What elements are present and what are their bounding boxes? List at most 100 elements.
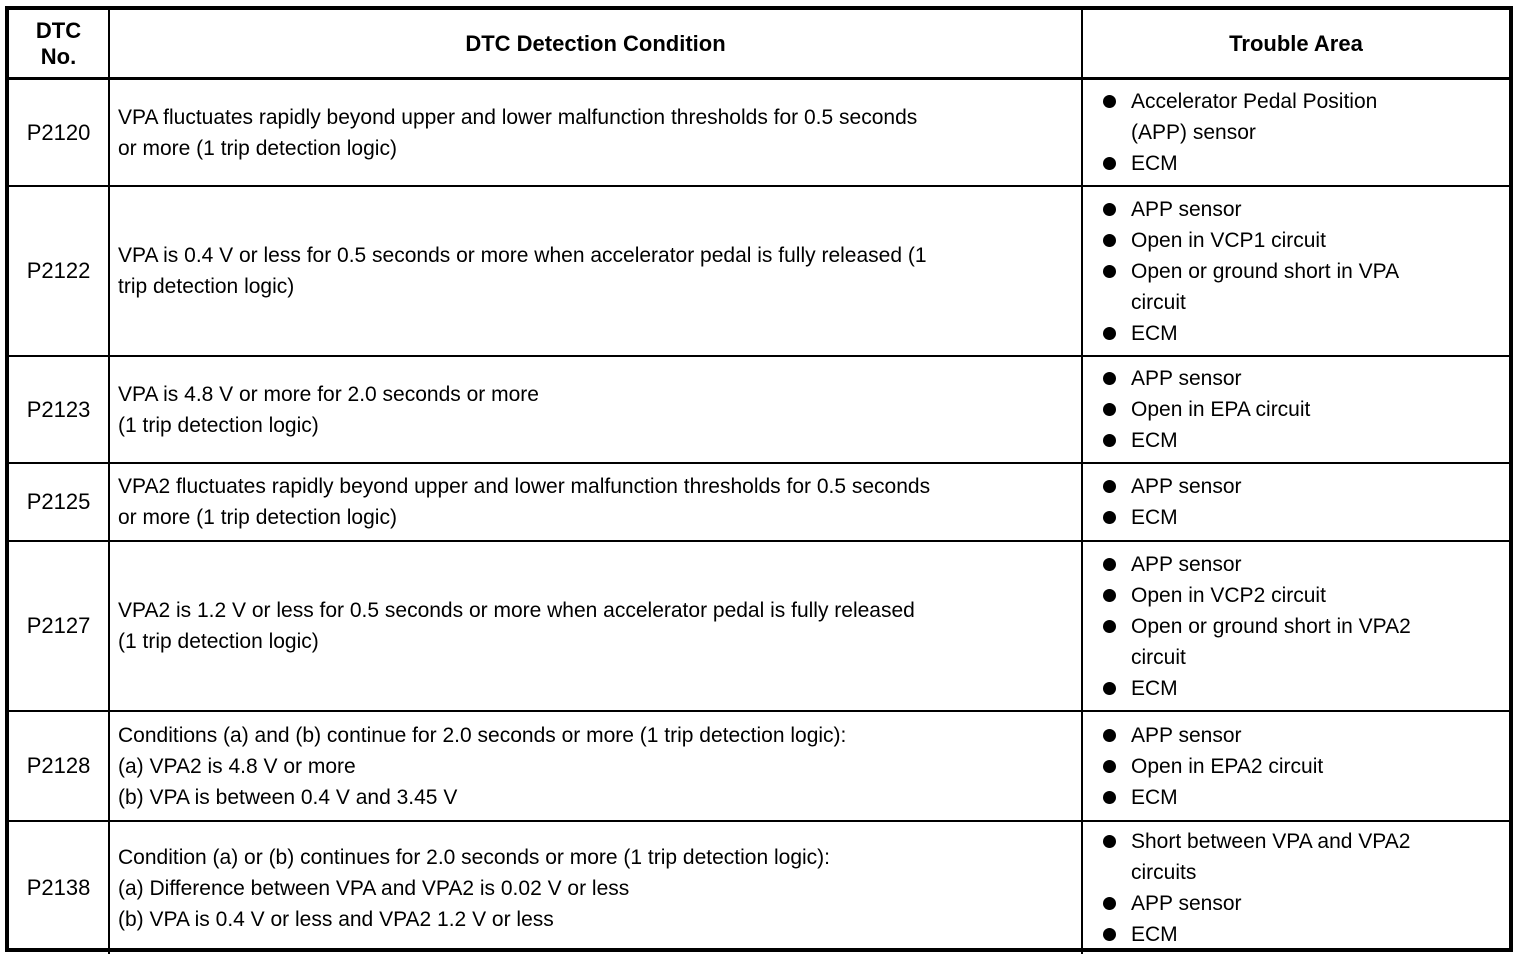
dtc-code: P2128: [26, 753, 91, 778]
bullet-icon: [1103, 557, 1116, 571]
trouble-item-text: APP sensor: [1131, 471, 1242, 502]
bullet-icon: [1103, 233, 1116, 247]
trouble-item: ECM: [1103, 673, 1505, 704]
table-row: P2138 Condition (a) or (b) continues for…: [9, 822, 1509, 954]
trouble-area-cell: APP sensor Open in VCP2 circuit Open or gr…: [1083, 542, 1509, 710]
trouble-line: ECM: [1131, 152, 1178, 175]
trouble-area-cell: APP sensor Open in EPA circuit ECM: [1083, 357, 1509, 462]
trouble-item: ECM: [1103, 148, 1505, 179]
header-dtc-no-line1: DTC: [35, 17, 82, 43]
trouble-area-cell: Accelerator Pedal Position (APP) sensor EC…: [1083, 80, 1509, 185]
trouble-item-text: ECM: [1131, 148, 1178, 179]
detection-condition-cell: VPA2 fluctuates rapidly beyond upper and…: [110, 464, 1083, 540]
bullet-icon: [1103, 759, 1116, 773]
condition-line: or more (1 trip detection logic): [118, 136, 397, 160]
bullet-icon: [1103, 681, 1116, 695]
condition-line: VPA is 0.4 V or less for 0.5 seconds or …: [118, 244, 927, 267]
trouble-line: APP sensor: [1131, 197, 1242, 221]
dtc-table: DTC No. DTC Detection Condition Trouble …: [5, 6, 1513, 954]
detection-condition-cell: VPA2 is 1.2 V or less for 0.5 seconds or…: [110, 542, 1083, 710]
dtc-code-cell: P2123: [9, 357, 110, 462]
trouble-item: APP sensor: [1103, 471, 1505, 502]
trouble-item-text: Open in EPA circuit: [1131, 394, 1310, 425]
detection-condition-cell: Condition (a) or (b) continues for 2.0 s…: [110, 822, 1083, 954]
trouble-line: ECM: [1131, 506, 1178, 529]
trouble-item: ECM: [1103, 782, 1505, 813]
dtc-code: P2122: [26, 258, 91, 283]
trouble-area-cell: APP sensor Open in VCP1 circuit Open or gr…: [1083, 187, 1509, 355]
trouble-line: circuits: [1131, 861, 1197, 884]
dtc-code-cell: P2122: [9, 187, 110, 355]
condition-line: Conditions (a) and (b) continue for 2.0 …: [118, 723, 847, 747]
condition-line: VPA2 is 1.2 V or less for 0.5 seconds or…: [118, 599, 915, 622]
trouble-item-text: Open or ground short in VPA2 circuit: [1131, 611, 1411, 673]
dtc-code-cell: P2128: [9, 712, 110, 820]
bullet-icon: [1103, 897, 1116, 910]
dtc-code: P2138: [26, 875, 91, 900]
detection-condition-cell: Conditions (a) and (b) continue for 2.0 …: [110, 712, 1083, 820]
condition-line: (b) VPA is 0.4 V or less and VPA2 1.2 V …: [118, 907, 554, 931]
bullet-icon: [1103, 480, 1116, 493]
header-trouble-area: Trouble Area: [1083, 10, 1509, 77]
trouble-line: APP sensor: [1131, 552, 1242, 576]
detection-condition-cell: VPA is 4.8 V or more for 2.0 seconds or …: [110, 357, 1083, 462]
header-dtc-no: DTC No.: [9, 10, 110, 77]
bullet-icon: [1103, 264, 1116, 278]
trouble-line: APP sensor: [1131, 892, 1242, 915]
trouble-line: APP sensor: [1131, 367, 1242, 390]
bullet-icon: [1103, 157, 1116, 170]
trouble-item: Short between VPA and VPA2 circuits: [1103, 826, 1505, 888]
trouble-line: ECM: [1131, 321, 1178, 345]
header-dtc-no-line2: No.: [40, 43, 77, 69]
bullet-icon: [1103, 619, 1116, 633]
trouble-line: Open in VCP1 circuit: [1131, 228, 1326, 252]
bullet-icon: [1103, 434, 1116, 447]
condition-line: (1 trip detection logic): [118, 630, 319, 653]
table-row: P2123 VPA is 4.8 V or more for 2.0 secon…: [9, 357, 1509, 464]
trouble-item-text: Open in VCP1 circuit: [1131, 225, 1326, 256]
trouble-area-cell: APP sensor Open in EPA2 circuit ECM: [1083, 712, 1509, 820]
trouble-item-text: ECM: [1131, 318, 1178, 349]
dtc-code: P2123: [26, 396, 91, 422]
condition-line: Condition (a) or (b) continues for 2.0 s…: [118, 845, 831, 869]
dtc-code-cell: P2125: [9, 464, 110, 540]
trouble-item-text: Open in VCP2 circuit: [1131, 580, 1326, 611]
trouble-item: APP sensor: [1103, 720, 1505, 751]
trouble-line: Open in EPA circuit: [1131, 398, 1311, 421]
trouble-item-text: ECM: [1131, 782, 1178, 813]
trouble-line: (APP) sensor: [1131, 121, 1256, 144]
trouble-line: circuit: [1131, 290, 1186, 314]
table-header-row: DTC No. DTC Detection Condition Trouble …: [9, 10, 1509, 80]
trouble-item-text: APP sensor: [1131, 888, 1242, 919]
trouble-line: Open in VCP2 circuit: [1131, 583, 1326, 607]
trouble-item: Open or ground short in VPA2 circuit: [1103, 611, 1505, 673]
detection-condition-cell: VPA is 0.4 V or less for 0.5 seconds or …: [110, 187, 1083, 355]
header-detection-condition: DTC Detection Condition: [110, 10, 1083, 77]
condition-line: trip detection logic): [118, 275, 295, 298]
trouble-item: Open in VCP2 circuit: [1103, 580, 1505, 611]
trouble-item: ECM: [1103, 425, 1505, 456]
condition-line: VPA is 4.8 V or more for 2.0 seconds or …: [118, 382, 539, 406]
condition-line: (a) Difference between VPA and VPA2 is 0…: [118, 876, 630, 900]
header-trouble-area-label: Trouble Area: [1229, 30, 1363, 56]
trouble-item: Open in EPA circuit: [1103, 394, 1505, 425]
trouble-item-text: APP sensor: [1131, 549, 1242, 580]
detection-condition-cell: VPA fluctuates rapidly beyond upper and …: [110, 80, 1083, 185]
trouble-item: Open or ground short in VPA circuit: [1103, 256, 1505, 318]
trouble-area-cell: Short between VPA and VPA2 circuits APP se…: [1083, 822, 1509, 954]
trouble-line: APP sensor: [1131, 723, 1242, 747]
trouble-item: APP sensor: [1103, 549, 1505, 580]
trouble-item: APP sensor: [1103, 888, 1505, 919]
table-row: P2120 VPA fluctuates rapidly beyond uppe…: [9, 80, 1509, 187]
header-detection-condition-label: DTC Detection Condition: [465, 30, 726, 56]
trouble-line: Short between VPA and VPA2: [1131, 830, 1411, 853]
condition-line: VPA fluctuates rapidly beyond upper and …: [118, 105, 918, 129]
bullet-icon: [1103, 588, 1116, 602]
trouble-line: Accelerator Pedal Position: [1131, 90, 1378, 113]
dtc-code-cell: P2127: [9, 542, 110, 710]
trouble-item-text: ECM: [1131, 919, 1178, 950]
trouble-line: Open or ground short in VPA: [1131, 259, 1400, 283]
bullet-icon: [1103, 403, 1116, 416]
trouble-item-text: APP sensor: [1131, 194, 1242, 225]
trouble-item-text: APP sensor: [1131, 363, 1242, 394]
